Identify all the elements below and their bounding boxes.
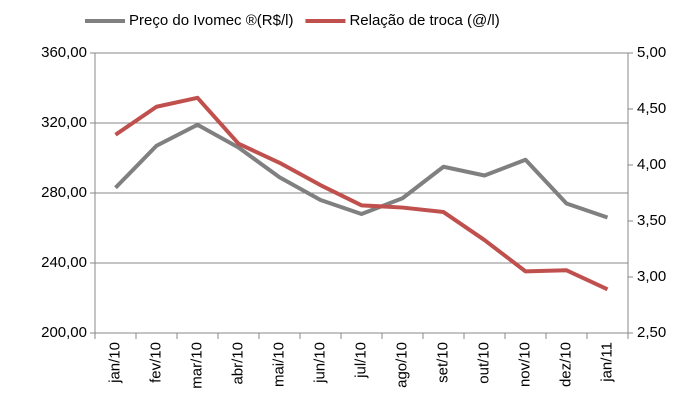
y2-tick-label: 3,50 xyxy=(637,212,666,229)
x-tick-label: out/10 xyxy=(475,342,492,384)
x-tick-label: fev/10 xyxy=(147,342,164,383)
series-line xyxy=(114,122,609,220)
x-tick-label: jan/11 xyxy=(598,342,615,383)
x-tick-label: nov/10 xyxy=(516,342,533,387)
series-line xyxy=(114,95,609,292)
legend-label: Preço do Ivomec ®(R$/l) xyxy=(129,12,293,29)
y2-tick-label: 3,00 xyxy=(637,268,666,285)
x-tick-label: jul/10 xyxy=(352,342,369,379)
x-tick-label: dez/10 xyxy=(557,342,574,387)
x-tick-label: jan/10 xyxy=(106,342,123,384)
y-tick-label: 200,00 xyxy=(41,324,87,341)
y-tick-label: 280,00 xyxy=(41,184,87,201)
x-tick-label: set/10 xyxy=(434,342,451,383)
x-tick-label: jun/10 xyxy=(311,342,328,384)
x-tick-label: abr/10 xyxy=(229,342,246,385)
legend-label: Relação de troca (@/l) xyxy=(349,12,499,29)
x-tick-label: ago/10 xyxy=(393,342,410,388)
x-tick-label: mar/10 xyxy=(188,342,205,389)
y-tick-label: 360,00 xyxy=(41,44,87,61)
y2-tick-label: 4,00 xyxy=(637,156,666,173)
y-tick-label: 240,00 xyxy=(41,254,87,271)
y-tick-label: 320,00 xyxy=(41,114,87,131)
y2-tick-label: 5,00 xyxy=(637,44,666,61)
y2-tick-label: 4,50 xyxy=(637,100,666,117)
y2-tick-label: 2,50 xyxy=(637,324,666,341)
x-tick-label: mai/10 xyxy=(270,342,287,387)
